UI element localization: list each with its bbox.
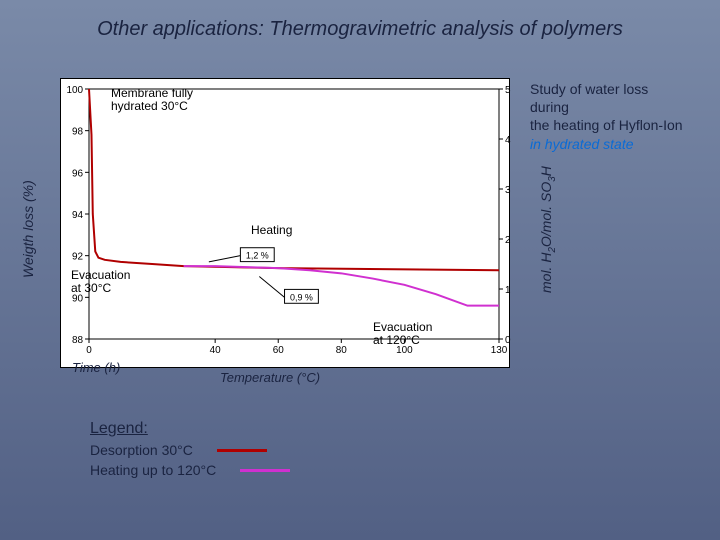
annot-heating: Heating <box>251 224 292 237</box>
chart-frame: 88909294969810004060801001300123451,2 %0… <box>60 78 510 368</box>
x-axis-label-temp: Temperature (°C) <box>220 370 320 385</box>
svg-text:80: 80 <box>336 345 348 356</box>
side-note-l4: in hydrated state <box>530 135 683 153</box>
svg-text:0: 0 <box>505 335 511 346</box>
annot-evac30-l2: at 30°C <box>71 282 130 295</box>
side-note-l1: Study of water loss <box>530 80 683 98</box>
legend: Legend: Desorption 30°C Heating up to 12… <box>90 420 290 478</box>
plot-area: 88909294969810004060801001300123451,2 %0… <box>89 89 499 339</box>
svg-text:5: 5 <box>505 85 511 96</box>
svg-text:40: 40 <box>210 345 222 356</box>
svg-text:130: 130 <box>491 345 508 356</box>
svg-text:0: 0 <box>86 345 92 356</box>
svg-text:88: 88 <box>72 335 84 346</box>
legend-row-2-label: Heating up to 120°C <box>90 462 216 478</box>
svg-text:2: 2 <box>505 235 511 246</box>
svg-text:92: 92 <box>72 252 84 263</box>
side-note-l2: during <box>530 98 683 116</box>
x-axis-label-time: Time (h) <box>72 360 120 375</box>
y-axis-left-label: Weigth loss (%) <box>20 180 36 278</box>
legend-swatch-1 <box>217 449 267 452</box>
legend-row-1-label: Desorption 30°C <box>90 442 193 458</box>
annot-evac120: Evacuation at 120°C <box>373 321 432 347</box>
svg-text:94: 94 <box>72 210 84 221</box>
svg-text:98: 98 <box>72 127 84 138</box>
annot-membrane: Membrane fully hydrated 30°C <box>111 87 193 113</box>
slide: Other applications: Thermogravimetric an… <box>0 0 720 540</box>
legend-row-1: Desorption 30°C <box>90 442 290 458</box>
svg-text:100: 100 <box>66 85 83 96</box>
legend-row-2: Heating up to 120°C <box>90 462 290 478</box>
page-title: Other applications: Thermogravimetric an… <box>0 18 720 41</box>
annot-evac120-l2: at 120°C <box>373 334 432 347</box>
legend-swatch-2 <box>240 469 290 472</box>
svg-text:1: 1 <box>505 285 511 296</box>
y-axis-right-label: mol. H2O/mol. SO3H <box>538 166 558 293</box>
side-note-l3: the heating of Hyflon-Ion <box>530 116 683 134</box>
svg-text:96: 96 <box>72 168 84 179</box>
plot-svg: 88909294969810004060801001300123451,2 %0… <box>89 89 499 339</box>
svg-text:60: 60 <box>273 345 285 356</box>
svg-text:3: 3 <box>505 185 511 196</box>
svg-text:1,2 %: 1,2 % <box>246 251 269 261</box>
svg-text:0,9 %: 0,9 % <box>290 292 313 302</box>
annot-evac30: Evacuation at 30°C <box>71 269 130 295</box>
svg-text:4: 4 <box>505 135 511 146</box>
legend-title: Legend: <box>90 420 290 438</box>
side-note: Study of water loss during the heating o… <box>530 80 683 153</box>
annot-membrane-l2: hydrated 30°C <box>111 100 193 113</box>
